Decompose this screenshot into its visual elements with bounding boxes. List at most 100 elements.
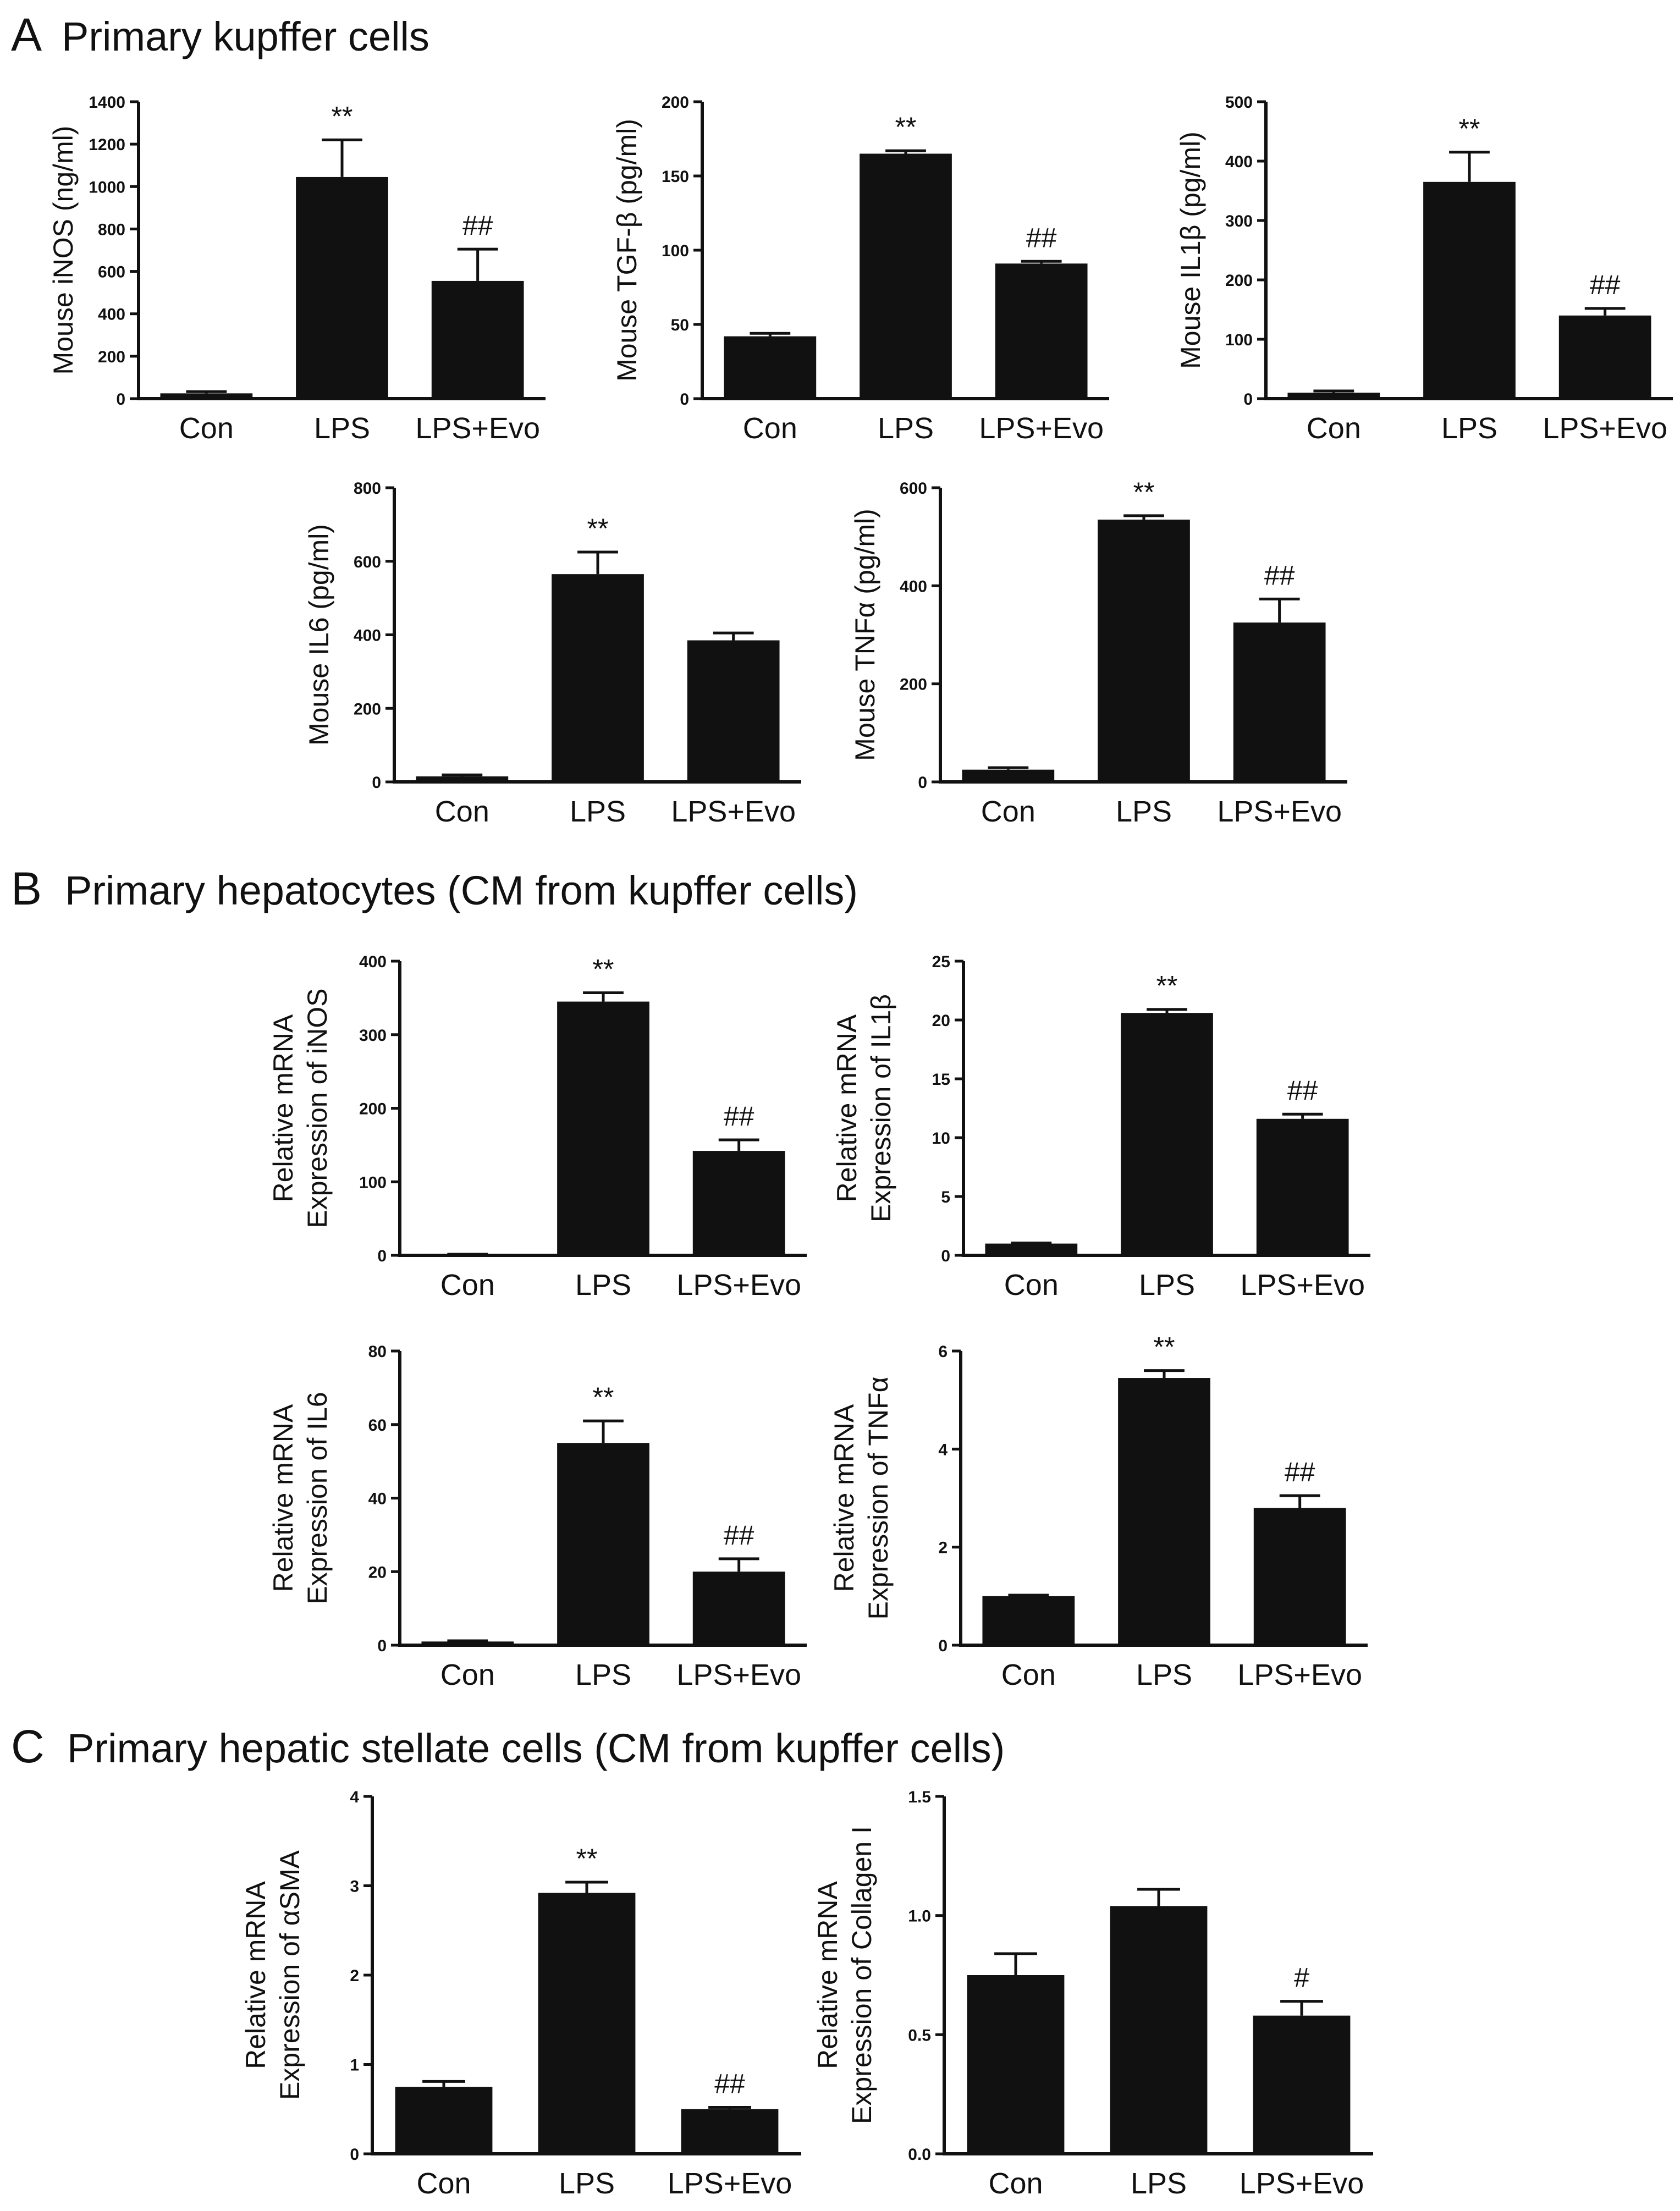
category-label: Con (1001, 1658, 1056, 1691)
y-tick-label: 60 (368, 1416, 387, 1435)
section-b-header: B Primary hepatocytes (CM from kupffer c… (11, 863, 858, 914)
y-tick-label: 5 (941, 1188, 950, 1206)
category-label: LPS+Evo (1217, 795, 1342, 828)
y-tick-label: 0 (372, 774, 381, 792)
y-tick-label: 0 (938, 1637, 948, 1655)
chart-b4-tnfa: 0 2 4 6 Relative mRNA Expression of TNFα Con LP… (829, 1332, 1368, 1691)
y-tick-label: 400 (359, 953, 387, 971)
y-axis-title: Expression of αSMA (274, 1850, 305, 2100)
section-title: Primary hepatic stellate cells (CM from … (67, 1725, 1005, 1771)
significance-label: ## (1287, 1075, 1318, 1106)
significance-label: ** (332, 101, 353, 131)
chart-c1-asma: 0 1 2 3 4 Relative mRNA Expression of αSMA Con L… (240, 1788, 801, 2200)
bar (724, 336, 817, 399)
significance-label: ** (576, 1843, 598, 1874)
y-tick-label: 4 (350, 1788, 359, 1806)
bar (1121, 1013, 1213, 1255)
bar (160, 393, 253, 399)
bar (692, 1151, 785, 1255)
category-label: LPS (314, 412, 370, 445)
bar (1118, 1378, 1210, 1645)
y-tick-label: 200 (354, 700, 381, 718)
y-tick-label: 1400 (89, 93, 125, 112)
y-tick-label: 50 (671, 316, 689, 334)
y-axis-title: Mouse IL6 (pg/ml) (304, 524, 334, 746)
category-label: LPS+Evo (979, 412, 1104, 445)
category-label: Con (179, 412, 234, 445)
bar (687, 640, 780, 782)
y-tick-label: 0 (116, 390, 125, 409)
bar (985, 1243, 1078, 1255)
chart-a4-il6: 0 200 400 600 800 Mouse IL6 (pg/ml) Con LPS ** LP… (304, 479, 801, 828)
y-tick-label: 20 (368, 1563, 387, 1581)
y-axis-title: Relative mRNA (829, 1404, 860, 1592)
chart-a2-tgfb: 0 50 100 150 200 Mouse TGF-β (pg/ml) Con LPS ** L… (612, 93, 1109, 445)
bar (1287, 393, 1380, 399)
bar (995, 263, 1088, 399)
category-label: Con (988, 2167, 1043, 2200)
y-tick-label: 0 (350, 2146, 359, 2164)
significance-label: # (1294, 1962, 1309, 1993)
category-label: LPS+Evo (1240, 1269, 1365, 1302)
chart-a3-il1b: 0 100 200 300 400 500 Mouse IL1β (pg/ml) Con LPS… (1175, 93, 1673, 445)
y-tick-label: 80 (368, 1343, 387, 1361)
bar (296, 177, 388, 399)
bar (1423, 181, 1516, 399)
y-tick-label: 400 (354, 627, 381, 645)
category-label: LPS+Evo (1237, 1658, 1362, 1691)
category-label: LPS+Evo (676, 1658, 801, 1691)
significance-label: ** (1459, 113, 1480, 144)
y-tick-label: 100 (359, 1173, 387, 1192)
category-label: LPS (570, 795, 626, 828)
chart-a1-inos: 0 200 400 600 800 1000 1200 1400 Mouse iNOS (ng/… (48, 93, 546, 445)
category-label: Con (1307, 412, 1361, 445)
significance-label: ** (593, 1382, 614, 1413)
y-tick-label: 40 (368, 1490, 387, 1508)
bar (1098, 519, 1190, 782)
bar (1256, 1118, 1349, 1255)
y-tick-label: 0.0 (908, 2146, 931, 2164)
y-axis-title: Expression of IL6 (302, 1392, 333, 1604)
y-tick-label: 0 (918, 774, 927, 792)
significance-label: ** (895, 112, 917, 142)
y-tick-label: 0 (1243, 390, 1253, 409)
y-tick-label: 0 (941, 1247, 950, 1265)
bar (557, 1443, 649, 1645)
bar (1253, 1508, 1346, 1645)
y-tick-label: 200 (900, 676, 927, 694)
y-tick-label: 200 (1225, 272, 1253, 290)
y-tick-label: 100 (1225, 331, 1253, 349)
category-label: LPS (1131, 2167, 1187, 2200)
bar (395, 2087, 493, 2154)
significance-label: ## (462, 210, 493, 241)
y-tick-label: 200 (98, 348, 125, 366)
chart-b3-il6: 0 20 40 60 80 Relative mRNA Expression of IL6 C… (268, 1343, 807, 1691)
significance-label: ## (1285, 1457, 1315, 1487)
category-label: LPS+Evo (671, 795, 796, 828)
bar (1110, 1906, 1208, 2154)
bar (692, 1572, 785, 1645)
y-axis-title: Relative mRNA (812, 1881, 843, 2069)
section-letter: C (11, 1721, 45, 1772)
bar (1558, 315, 1651, 399)
y-axis-title: Expression of TNFα (863, 1376, 894, 1619)
significance-label: ** (1154, 1332, 1175, 1363)
category-label: Con (416, 2167, 471, 2200)
category-label: LPS (1116, 795, 1172, 828)
category-label: Con (743, 412, 797, 445)
y-axis-title: Mouse iNOS (ng/ml) (48, 126, 79, 375)
category-label: LPS (1136, 1658, 1192, 1691)
category-label: LPS (575, 1658, 631, 1691)
y-tick-label: 2 (350, 1967, 359, 1985)
y-tick-label: 0 (377, 1637, 387, 1655)
y-axis-title: Expression of iNOS (302, 988, 333, 1228)
section-a-header: A Primary kupffer cells (11, 9, 429, 60)
category-label: Con (435, 795, 489, 828)
bar (860, 153, 952, 399)
y-tick-label: 100 (662, 242, 689, 260)
category-label: LPS (575, 1269, 631, 1302)
y-tick-label: 20 (932, 1012, 950, 1030)
section-title: Primary kupffer cells (62, 14, 429, 59)
y-tick-label: 0 (680, 390, 689, 409)
bar (681, 2109, 779, 2154)
